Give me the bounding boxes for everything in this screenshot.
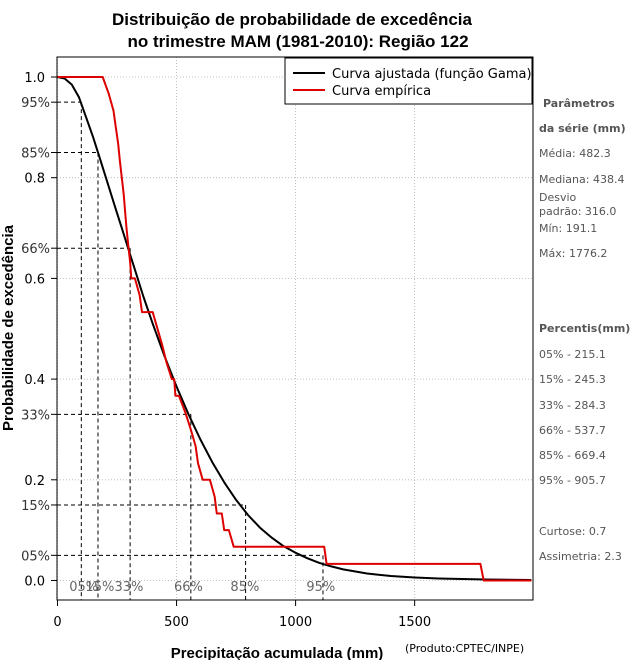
percentil-95: 95% - 905.7 <box>539 474 606 487</box>
chart-title-line2: no trimestre MAM (1981-2010): Região 122 <box>127 32 468 51</box>
x-percent-label: 95% <box>306 580 335 595</box>
percent-axis-labels: 95%85%66%33%15%05%05%15% 33% 66% 85% 95% <box>21 96 335 595</box>
legend-label-fitted: Curva ajustada (função Gama) <box>332 67 532 82</box>
stat-max: Máx: 1776.2 <box>539 247 607 260</box>
params-heading-1: Parâmetros <box>543 97 615 110</box>
fitted-gamma-curve <box>57 76 532 581</box>
x-percent-label: 05% <box>69 580 98 595</box>
params-heading-2: da série (mm) <box>539 122 626 135</box>
percent-tick-label: 85% <box>21 147 50 162</box>
percentil-33: 33% - 284.3 <box>539 399 606 412</box>
percent-tick-label: 15% <box>21 499 50 514</box>
x-axis: 0 500 1000 1500 <box>53 600 431 630</box>
y-axis-label: Probabilidade de excedência <box>0 224 17 431</box>
x-percent-label: 85% <box>230 580 259 595</box>
percentil-05: 05% - 215.1 <box>539 348 606 361</box>
plot-frame <box>56 56 534 601</box>
y-tick-label: 0.0 <box>24 575 45 590</box>
percentil-85: 85% - 669.4 <box>539 449 606 462</box>
y-tick-label: 0.8 <box>24 172 45 187</box>
percentil-66: 66% - 537.7 <box>539 424 606 437</box>
empirical-curve <box>57 76 532 582</box>
legend-label-empirical: Curva empírica <box>332 84 431 99</box>
percent-tick-label: 33% <box>21 408 50 423</box>
stat-curtose: Curtose: 0.7 <box>539 525 606 538</box>
percentile-guides <box>57 101 324 600</box>
x-tick-label: 0 <box>53 615 61 630</box>
stat-desvio-1: Desvio <box>539 191 577 204</box>
stat-media: Média: 482.3 <box>539 147 611 160</box>
series-group <box>57 76 532 582</box>
credit-text: (Produto:CPTEC/INPE) <box>405 642 524 655</box>
stat-assimetria: Assimetria: 2.3 <box>539 550 622 563</box>
legend-box <box>284 57 533 105</box>
legend: Curva ajustada (função Gama) Curva empír… <box>284 57 533 105</box>
x-percent-label: 15% <box>85 580 114 595</box>
percentil-15: 15% - 245.3 <box>539 373 606 386</box>
stat-min: Mín: 191.1 <box>539 222 597 235</box>
stat-desvio-2: padrão: 316.0 <box>539 205 616 218</box>
chart-title-line1: Distribuição de probabilidade de excedên… <box>112 10 472 29</box>
percent-tick-label: 05% <box>21 549 50 564</box>
y-tick-label: 0.4 <box>24 373 45 388</box>
grid <box>57 57 533 600</box>
y-axis: 0.0 0.2 0.4 0.6 0.8 1.0 <box>24 71 57 590</box>
y-tick-label: 0.2 <box>24 474 45 489</box>
x-percent-label: 33% <box>114 580 143 595</box>
y-tick-label: 1.0 <box>24 71 45 86</box>
stat-mediana: Mediana: 438.4 <box>539 173 624 186</box>
x-percent-label: 66% <box>174 580 203 595</box>
x-tick-label: 500 <box>164 615 189 630</box>
y-tick-label: 0.6 <box>24 272 45 287</box>
percent-tick-label: 95% <box>21 96 50 111</box>
x-axis-label: Precipitação acumulada (mm) <box>171 645 384 660</box>
side-panel: Parâmetros da série (mm) Média: 482.3 Me… <box>539 97 630 563</box>
x-tick-label: 1500 <box>398 615 431 630</box>
percent-tick-label: 66% <box>21 242 50 257</box>
percentis-heading: Percentis(mm) <box>539 322 630 335</box>
x-tick-label: 1000 <box>279 615 312 630</box>
